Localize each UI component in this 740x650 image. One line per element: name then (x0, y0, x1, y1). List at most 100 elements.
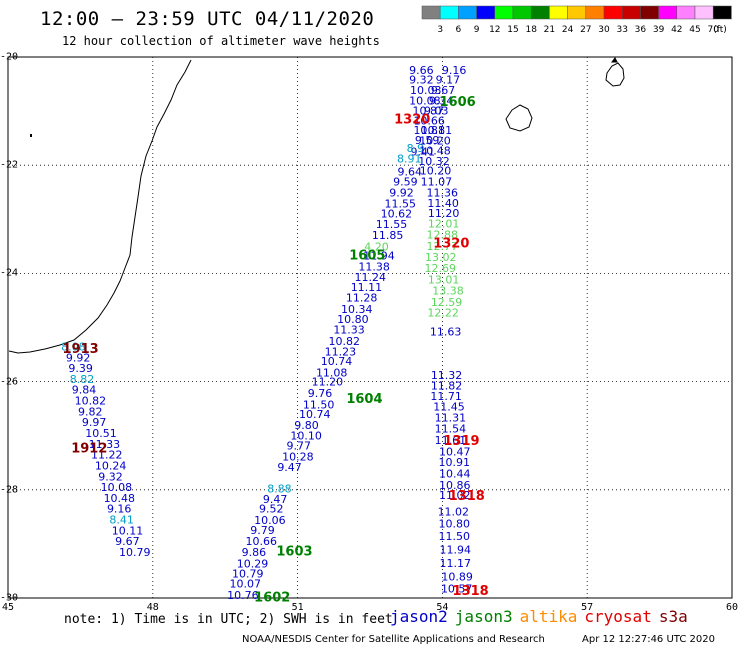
wave-height-value: 11.61 (435, 434, 467, 447)
wave-height-value: 11.54 (435, 423, 467, 436)
wave-height-value: 8.08 (61, 340, 86, 353)
units-note: note: 1) Time is in UTC; 2) SWH is in fe… (64, 612, 393, 627)
wave-height-value: 10.74 (321, 355, 353, 368)
wave-height-value: 10.34 (341, 303, 373, 316)
credit-text: NOAA/NESDIS Center for Satellite Applica… (242, 634, 545, 645)
wave-height-value: 9.47 (277, 461, 302, 474)
wave-height-value: 11.31 (435, 411, 467, 424)
wave-height-value: 10.24 (95, 459, 127, 472)
wave-height-value: 9.34 (429, 94, 454, 107)
pass-time-label: 1913 (63, 342, 99, 357)
colorbar-label: 70 (707, 25, 719, 35)
wave-height-value: 10.76 (227, 589, 259, 602)
x-tick-label: 48 (146, 602, 159, 613)
pass-time-label: 1602 (254, 590, 290, 605)
wave-height-value: 10.20 (420, 165, 452, 178)
wave-height-value: 11.85 (372, 229, 404, 242)
wave-height-value: 11.23 (325, 345, 357, 358)
x-tick-label: 57 (581, 602, 594, 613)
wave-height-value: 8.9 (407, 142, 425, 155)
mauritius-island (605, 62, 625, 87)
wave-height-value: 9.79 (250, 524, 274, 537)
wave-height-value: 10.80 (337, 313, 369, 326)
wave-height-value: 11.08 (316, 366, 348, 379)
legend-item: s3a (658, 607, 688, 626)
y-tick-label: -26 (0, 376, 19, 388)
wave-height-value: 12.59 (431, 296, 463, 309)
wave-height-value: 8.82 (70, 373, 95, 386)
wave-height-value: 10.11 (112, 524, 144, 537)
wave-height-value: 11.20 (428, 207, 460, 220)
wave-height-value: 9.32 (409, 74, 434, 87)
colorbar-label: 30 (598, 25, 610, 35)
pass-time-label: 1604 (346, 392, 382, 407)
wave-height-value: 10.79 (119, 546, 151, 559)
wave-height-value: 10.03 (410, 84, 442, 97)
wave-height-value: 11.02 (439, 489, 471, 502)
pass-time-label: 1320 (394, 113, 430, 128)
wave-height-value: 10.29 (237, 557, 269, 570)
wave-height-value: 10.80 (439, 517, 471, 530)
wave-height-value: 9.84 (72, 384, 97, 397)
wave-height-value: 11.50 (439, 530, 471, 543)
wave-height-value: 11.55 (376, 218, 408, 231)
pass-time-label: 1320 (433, 237, 469, 252)
wave-height-value: 9.16 (107, 503, 131, 516)
wave-height-value: 10.28 (282, 450, 314, 463)
wave-height-value: 9.67 (431, 84, 456, 97)
pass-time-label: 1605 (349, 248, 385, 263)
wave-height-value: 10.82 (328, 335, 360, 348)
colorbar-label: 21 (544, 25, 555, 35)
pass-time-label: 1912 (71, 442, 107, 457)
wave-height-value: 11.36 (426, 186, 458, 199)
wave-height-value: 10.06 (254, 514, 286, 527)
madagascar-coastline (8, 59, 192, 354)
legend-item: cryosat (584, 607, 652, 626)
x-tick-label: 60 (725, 602, 739, 613)
colorbar-label: 3 (437, 25, 443, 35)
wave-height-value: 10.62 (381, 207, 413, 220)
wave-height-value: 10.08 (101, 481, 133, 494)
wave-height-value: 9.52 (259, 503, 284, 516)
wave-height-value: 13.02 (425, 251, 457, 264)
wave-height-value: 10.81 (421, 124, 453, 137)
wave-height-value: 9.66 (409, 64, 434, 77)
wave-height-value: 9.92 (66, 351, 91, 364)
wave-height-value: 9.47 (263, 493, 288, 506)
wave-height-value: 12.22 (427, 306, 459, 319)
wave-height-value: 9.77 (286, 439, 311, 452)
reunion-island (505, 104, 533, 132)
wave-height-value: 10.79 (232, 568, 264, 581)
wave-height-value: 9.82 (78, 405, 103, 418)
wave-height-value: 11.24 (355, 271, 387, 284)
colorbar-label: 9 (474, 25, 480, 35)
wave-height-value: 9.03 (424, 105, 449, 118)
legend-item: altika (519, 607, 578, 626)
colorbar-label: 6 (456, 25, 462, 35)
colorbar-label: 42 (671, 25, 682, 35)
legend-item: jason2 (390, 607, 448, 626)
colorbar-label: 18 (525, 25, 537, 35)
legend-item: jason3 (454, 607, 513, 626)
x-tick-label: 54 (436, 602, 449, 613)
colorbar-label: 27 (580, 25, 591, 35)
wave-height-value: 13.01 (428, 273, 460, 286)
wave-height-value: 9.32 (98, 470, 123, 483)
colorbar-label: 33 (616, 25, 627, 35)
wave-height-value: 9.41 (411, 146, 436, 159)
wave-height-value: 9.86 (242, 546, 266, 559)
wave-height-value: 10.47 (439, 445, 471, 458)
wave-height-value: 11.50 (303, 398, 335, 411)
wave-height-value: 9.16 (442, 64, 467, 77)
wave-height-value: 10.82 (75, 395, 107, 408)
colorbar-unit: (ft) (713, 25, 727, 35)
wave-height-value: 12.69 (425, 262, 457, 275)
wave-height-value: 11.22 (91, 449, 123, 462)
wave-height-value: 11.55 (384, 198, 416, 211)
wave-height-value: 9.92 (389, 186, 414, 199)
wave-height-value: 11.82 (431, 379, 463, 392)
wave-height-value: 9.64 (398, 166, 423, 179)
wave-height-value: 10.81 (413, 124, 445, 137)
y-tick-label: -22 (0, 159, 19, 171)
wave-height-value: 11.94 (440, 543, 472, 556)
